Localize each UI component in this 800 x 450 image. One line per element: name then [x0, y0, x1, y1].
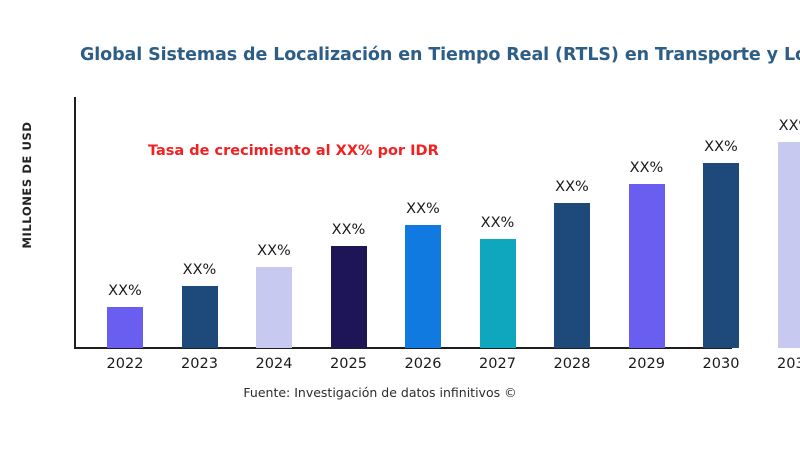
x-tick-label-2022: 2022 — [106, 356, 144, 372]
bar-2023 — [181, 286, 218, 348]
source-note: Fuente: Investigación de datos infinitiv… — [243, 385, 517, 400]
x-tick-label-2024: 2024 — [255, 356, 293, 372]
bar-2026 — [405, 224, 441, 348]
bar-value-label-2028: XX% — [555, 179, 589, 196]
x-tick-label-2028: 2028 — [553, 356, 591, 372]
bar-value-label-2029: XX% — [629, 160, 664, 177]
x-tick-label-2031: 2031 — [777, 356, 800, 372]
bar-2024 — [256, 266, 292, 348]
x-tick-label-2029: 2029 — [628, 356, 665, 372]
x-tick-label-2030: 2030 — [702, 356, 740, 372]
bar-value-label-2022: XX% — [108, 283, 142, 300]
y-axis-line — [74, 97, 76, 349]
bar-value-label-2023: XX% — [182, 262, 217, 279]
bar-value-label-2025: XX% — [331, 221, 366, 238]
x-tick-label-2026: 2026 — [404, 356, 442, 372]
x-tick-label-2027: 2027 — [479, 356, 516, 372]
bar-2022 — [107, 307, 143, 348]
bar-value-label-2027: XX% — [480, 215, 515, 232]
chart-title: Global Sistemas de Localización en Tiemp… — [80, 45, 800, 65]
bar-2030 — [703, 162, 739, 348]
x-tick-label-2025: 2025 — [330, 356, 367, 372]
bar-2028 — [554, 203, 590, 348]
x-tick-label-2023: 2023 — [181, 356, 218, 372]
bar-2031 — [777, 141, 800, 348]
bar-2027 — [479, 239, 516, 348]
x-axis-line — [74, 347, 732, 349]
growth-rate-annotation: Tasa de crecimiento al XX% por IDR — [148, 143, 439, 159]
bar-value-label-2031: XX% — [778, 117, 800, 134]
bar-value-label-2024: XX% — [257, 242, 291, 259]
bar-value-label-2030: XX% — [704, 138, 738, 155]
bar-value-label-2026: XX% — [406, 200, 440, 217]
bar-2025 — [330, 245, 367, 348]
bar-2029 — [628, 184, 665, 348]
